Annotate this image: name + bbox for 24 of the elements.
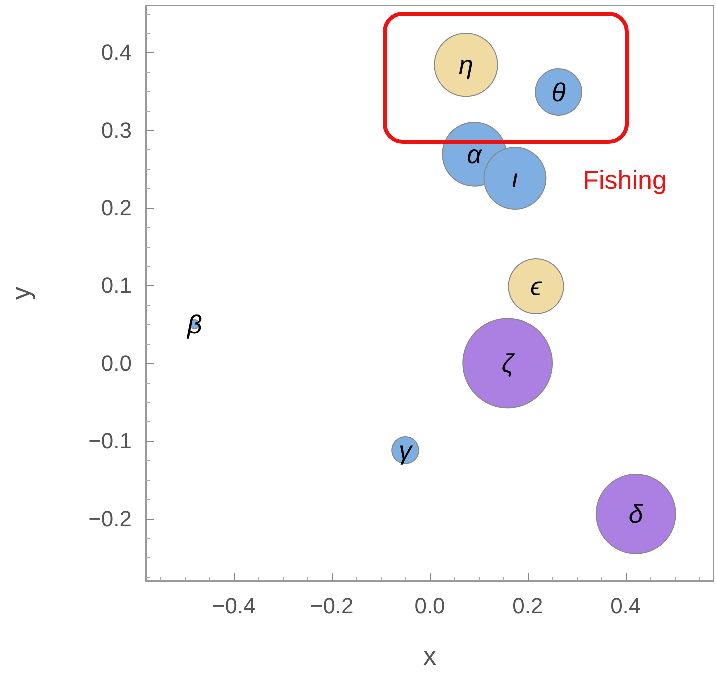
y-tick-label: −0.1 [88,428,132,454]
annotation: δ [628,499,644,530]
y-tick-label: 0.0 [101,350,132,376]
y-tick-label: 0.1 [101,273,132,298]
annotation: γ [399,435,414,466]
annotation: θ [552,77,566,108]
x-axis-title: x [424,641,436,671]
annotation: η [459,50,474,80]
annotation: β [186,310,203,340]
y-tick-label: −0.2 [88,506,132,532]
y-tick-label: 0.2 [101,196,132,221]
y-tick-label: 0.4 [101,40,132,66]
x-tick-label: 0.0 [414,594,446,618]
x-tick-label: −0.4 [212,594,256,618]
x-tick-label: −0.2 [310,594,354,618]
annotation: ϵ [530,272,543,302]
annotation: Fishing [583,165,667,195]
y-tick-label: 0.3 [101,118,132,143]
y-axis-title: y [6,287,36,300]
annotation: ι [512,164,518,194]
x-tick-label: 0.4 [610,594,642,618]
annotation: α [467,139,484,170]
annotation: ζ [502,348,516,378]
x-tick-label: 0.2 [512,594,544,618]
